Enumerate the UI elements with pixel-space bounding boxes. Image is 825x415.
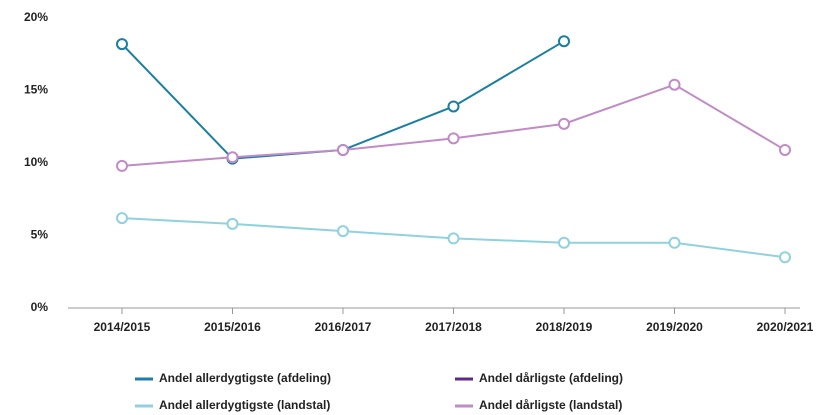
- legend-label: Andel dårligste (afdeling): [479, 371, 623, 385]
- y-tick-label: 20%: [24, 10, 48, 24]
- point: [668, 236, 681, 249]
- point: [337, 225, 349, 238]
- point: [447, 132, 460, 145]
- legend-label: Andel allerdygtigste (landstal): [159, 398, 330, 412]
- point: [116, 212, 128, 225]
- series-line: [121, 83, 786, 167]
- point: [779, 143, 791, 156]
- point: [337, 143, 349, 156]
- y-tick-label: 10%: [24, 155, 48, 169]
- x-tick-label: 2017/2018: [425, 320, 482, 334]
- x-tick-label: 2015/2016: [204, 320, 261, 334]
- point: [779, 251, 791, 264]
- x-tick-label: 2016/2017: [315, 320, 372, 334]
- y-tick-label: 15%: [24, 83, 48, 97]
- series-line: [121, 40, 565, 160]
- point: [116, 38, 128, 51]
- y-tick-label: 0%: [31, 300, 49, 314]
- point: [558, 35, 570, 48]
- legend-label: Andel allerdygtigste (afdeling): [159, 371, 331, 385]
- point: [558, 117, 570, 130]
- point: [226, 217, 239, 230]
- point: [116, 159, 128, 172]
- point: [668, 78, 681, 91]
- point: [447, 232, 460, 245]
- x-tick-label: 2020/2021: [757, 320, 814, 334]
- x-tick-label: 2019/2020: [646, 320, 703, 334]
- x-tick-label: 2018/2019: [536, 320, 593, 334]
- point: [447, 100, 460, 113]
- y-tick-label: 5%: [31, 228, 49, 242]
- x-tick-label: 2014/2015: [94, 320, 151, 334]
- point: [558, 236, 570, 249]
- legend-label: Andel dårligste (landstal): [479, 398, 622, 412]
- point: [226, 151, 239, 164]
